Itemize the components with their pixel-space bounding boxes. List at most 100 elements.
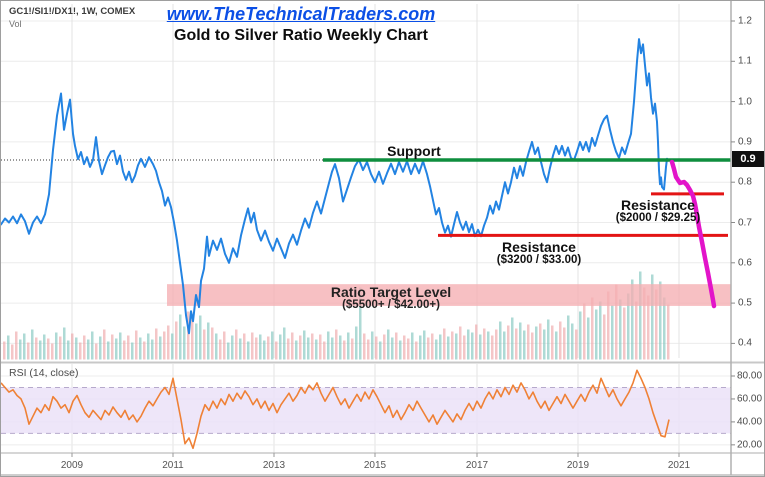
volume-bar <box>519 322 522 360</box>
volume-bar <box>451 331 454 360</box>
volume-bar <box>527 324 530 360</box>
volume-bar <box>239 338 242 360</box>
last-price-value: 0.9 <box>740 153 756 165</box>
volume-bar <box>119 332 122 360</box>
volume-bar <box>459 326 462 360</box>
volume-bar <box>171 333 174 360</box>
volume-bar <box>375 336 378 360</box>
volume-bar <box>343 340 346 360</box>
volume-bar <box>491 335 494 360</box>
volume-bar <box>367 339 370 360</box>
volume-bar <box>439 334 442 360</box>
volume-bar <box>575 329 578 360</box>
volume-bar <box>599 301 602 360</box>
volume-bar <box>487 331 490 360</box>
rsi-axis-label: 60.00 <box>737 393 763 405</box>
volume-bar <box>359 287 362 360</box>
volume-bar <box>415 341 418 360</box>
volume-bar <box>291 332 294 360</box>
volume-bar <box>267 336 270 360</box>
volume-bar <box>287 338 290 360</box>
volume-bar <box>247 341 250 360</box>
volume-bar <box>391 337 394 360</box>
volume-bar <box>7 335 10 360</box>
volume-bar <box>143 341 146 360</box>
price-axis-label: 0.9 <box>738 136 752 148</box>
volume-bar <box>351 338 354 360</box>
volume-bar <box>223 331 226 360</box>
volume-bar <box>383 334 386 360</box>
volume-bar <box>347 332 350 360</box>
volume-bar <box>379 341 382 360</box>
volume-bar <box>535 326 538 360</box>
volume-bar <box>183 326 186 360</box>
volume-bar <box>215 333 218 360</box>
price-axis-label: 0.8 <box>738 176 752 188</box>
volume-bar <box>311 333 314 360</box>
price-axis-label: 0.7 <box>738 217 752 228</box>
volume-bar <box>559 321 562 360</box>
volume-bar <box>479 334 482 360</box>
volume-bar <box>23 333 26 360</box>
volume-bar <box>307 337 310 360</box>
volume-bar <box>151 339 154 360</box>
rsi-axis-label: 40.00 <box>737 416 763 428</box>
volume-bar <box>243 333 246 360</box>
volume-bar <box>467 329 470 360</box>
volume-bar <box>175 321 178 360</box>
volume-bar <box>315 339 318 360</box>
volume-bar <box>511 317 514 360</box>
price-axis-label: 0.4 <box>738 337 752 349</box>
volume-bar <box>463 335 466 360</box>
rsi-axis-label: 80.00 <box>737 370 763 382</box>
volume-bar <box>323 341 326 360</box>
volume-bar <box>299 335 302 360</box>
volume-bar <box>19 339 22 360</box>
volume-bar <box>279 334 282 360</box>
volume-bar <box>295 340 298 360</box>
price-axis-label: 1.2 <box>738 15 752 27</box>
support-label: Support <box>387 143 441 159</box>
rsi-line <box>1 369 670 450</box>
volume-bar <box>135 330 138 360</box>
volume-bar <box>483 328 486 360</box>
volume-bar <box>327 331 330 360</box>
year-label: 2013 <box>262 460 286 471</box>
volume-bar <box>567 315 570 360</box>
volume-bar <box>443 328 446 360</box>
volume-bar <box>263 340 266 360</box>
volume-bar <box>411 332 414 360</box>
volume-bar <box>623 307 626 360</box>
volume-bar <box>531 332 534 360</box>
last-price-box: 0.9 <box>732 151 764 167</box>
volume-bar <box>87 339 90 360</box>
volume-bar <box>63 327 66 360</box>
volume-bar <box>3 341 6 360</box>
volume-bar <box>131 342 134 360</box>
volume-bar <box>159 336 162 360</box>
volume-bar <box>47 338 50 360</box>
volume-bar <box>627 293 630 360</box>
volume-bar <box>611 305 614 360</box>
volume-bar <box>663 297 666 360</box>
volume-bar <box>51 343 54 360</box>
volume-bar <box>579 311 582 360</box>
volume-bar <box>75 337 78 360</box>
volume-bar <box>95 343 98 360</box>
volume-bar <box>427 337 430 360</box>
volume-bar <box>55 332 58 360</box>
volume-bar <box>643 287 646 360</box>
volume-bar <box>11 344 14 360</box>
volume-bar <box>127 335 130 360</box>
volume-bar <box>43 334 46 360</box>
volume-bar <box>195 323 198 360</box>
year-label: 2017 <box>465 460 489 471</box>
volume-bar <box>147 333 150 360</box>
symbol-text: GC1!/SI1!/DX1!, 1W, COMEX <box>9 6 136 17</box>
volume-bar <box>523 330 526 360</box>
volume-bar <box>27 342 30 360</box>
volume-bar <box>435 339 438 360</box>
volume-bar <box>499 321 502 360</box>
